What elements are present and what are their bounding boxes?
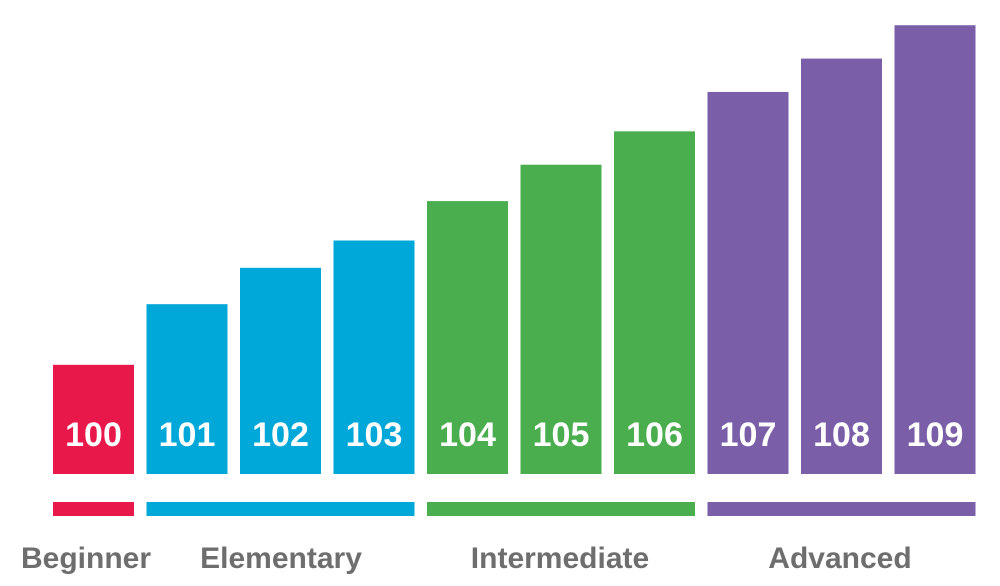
group-band-advanced	[707, 502, 976, 516]
group-band-elementary	[146, 502, 415, 516]
bar-102	[240, 267, 321, 474]
bar-label-107: 107	[720, 416, 777, 454]
bar-109	[894, 25, 976, 475]
group-bands	[53, 502, 976, 516]
bar-104	[427, 201, 508, 474]
group-label-advanced: Advanced	[768, 542, 911, 575]
bar-108	[801, 58, 882, 474]
bar-107	[707, 91, 789, 474]
bar-label-103: 103	[346, 416, 403, 454]
bar-label-106: 106	[626, 416, 683, 454]
bar-label-104: 104	[439, 416, 496, 454]
bar-101	[146, 304, 228, 474]
group-labels: Beginner Elementary Intermediate Advanced	[21, 542, 912, 575]
bar-label-102: 102	[252, 416, 309, 454]
bar-label-108: 108	[813, 416, 870, 454]
group-label-elementary: Elementary	[200, 542, 362, 575]
bar-labels-group: 100 101 102 103 104 105 106 107 108 109	[65, 416, 963, 454]
group-band-intermediate	[427, 502, 695, 516]
bars-group	[53, 25, 976, 475]
bar-label-105: 105	[533, 416, 590, 454]
group-band-beginner	[53, 502, 134, 516]
bar-label-101: 101	[159, 416, 216, 454]
group-label-beginner: Beginner	[21, 542, 151, 575]
bar-105	[520, 164, 602, 475]
bar-label-109: 109	[907, 416, 964, 454]
group-label-intermediate: Intermediate	[471, 542, 649, 575]
bar-label-100: 100	[65, 416, 122, 454]
bar-103	[333, 240, 415, 474]
bar-106	[614, 131, 695, 474]
bar-100	[53, 364, 134, 474]
